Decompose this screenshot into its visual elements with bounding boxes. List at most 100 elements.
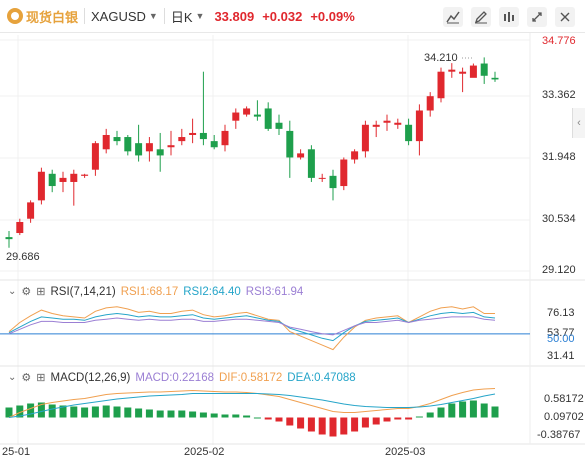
macd-histogram-bar xyxy=(383,417,391,422)
candle-body xyxy=(264,108,272,129)
chevron-down-icon: ▼ xyxy=(195,11,205,21)
rsi-axis-label: 76.13 xyxy=(547,307,575,319)
macd-histogram-bar xyxy=(437,407,445,418)
candle-body xyxy=(405,124,413,142)
macd-histogram-bar xyxy=(102,405,110,418)
candle-body xyxy=(156,149,164,156)
toolbar-icons xyxy=(443,7,575,27)
candle-body xyxy=(232,112,240,121)
rsi-line-rsi3 xyxy=(8,316,496,336)
macd-histogram-bar xyxy=(37,402,45,418)
macd-histogram-bar xyxy=(318,417,326,435)
candle-body xyxy=(286,130,294,158)
low-price-annotation: 29.686 xyxy=(6,251,40,263)
macd-histogram-bar xyxy=(253,417,261,419)
candle-body xyxy=(394,122,402,125)
macd-histogram-bar xyxy=(221,414,229,418)
rsi-axis-label: 53.77 xyxy=(547,327,575,339)
macd-value: MACD:0.22168 xyxy=(135,371,214,384)
macd-histogram-bar xyxy=(491,406,499,418)
draw-icon[interactable] xyxy=(471,7,491,27)
candle-body xyxy=(199,132,207,140)
brand-name: 现货白银 xyxy=(26,9,79,25)
macd-line-dea xyxy=(8,393,496,418)
collapse-icon[interactable]: ⌄ xyxy=(8,372,17,383)
macd-axis-label: -0.38767 xyxy=(537,429,581,441)
macd-histogram-bar xyxy=(16,405,24,418)
candle-body xyxy=(415,110,423,142)
candle-body xyxy=(16,221,24,234)
settings-icon[interactable]: ⚙ xyxy=(21,372,32,384)
macd-histogram-bar xyxy=(135,408,143,418)
collapse-icon[interactable]: ⌄ xyxy=(8,286,17,297)
macd-histogram-bar xyxy=(275,417,283,422)
macd-histogram-bar xyxy=(156,410,164,418)
toolbar: 现货白银 XAGUSD ▼ 日K ▼ 33.809 +0.032 +0.09% xyxy=(0,0,585,33)
macd-histogram-bar xyxy=(70,406,78,418)
timeframe-selector[interactable]: 日K ▼ xyxy=(171,7,205,26)
chevron-left-icon: ‹ xyxy=(577,117,581,129)
macd-histogram-bar xyxy=(405,417,413,420)
candle-body xyxy=(124,137,132,152)
settings-icon[interactable]: ⚙ xyxy=(21,286,32,298)
candle-body xyxy=(189,132,197,135)
candle-body xyxy=(221,130,229,146)
expand-icon[interactable]: ⊞ xyxy=(36,286,46,298)
candle-body xyxy=(81,174,89,176)
expand-icon[interactable]: ⊞ xyxy=(36,372,46,384)
macd-histogram-bar xyxy=(329,417,337,437)
candle-body xyxy=(459,71,467,74)
candle-body xyxy=(37,171,45,201)
candle-body xyxy=(351,151,359,160)
fullscreen-icon[interactable] xyxy=(527,7,547,27)
candle-body xyxy=(448,69,456,72)
macd-histogram-bar xyxy=(5,407,13,418)
date-axis-label: 2025-03 xyxy=(385,446,426,458)
macd-axis-label: 0.58172 xyxy=(544,393,584,405)
indicator-icon[interactable] xyxy=(499,7,519,27)
side-panel-toggle[interactable]: ‹ xyxy=(572,108,585,138)
macd-histogram-bar xyxy=(199,412,207,418)
symbol-label: XAGUSD xyxy=(91,8,146,24)
date-axis-label: 25-01 xyxy=(2,446,31,458)
macd-histogram-bar xyxy=(372,417,380,425)
chart-type-icon[interactable] xyxy=(443,7,463,27)
candle-body xyxy=(491,77,499,80)
rsi-axis-label: 31.41 xyxy=(547,350,575,362)
macd-histogram-bar xyxy=(81,407,89,418)
candle-body xyxy=(5,237,13,240)
dea-value: DEA:0.47088 xyxy=(287,371,356,384)
price-axis-label: 34.776 xyxy=(542,35,576,47)
candle-body xyxy=(102,134,110,150)
rsi-header: ⌄ ⚙ ⊞ RSI(7,14,21) RSI1:68.17 RSI2:64.40… xyxy=(8,285,304,299)
timeframe-label: 日K xyxy=(170,9,193,25)
rsi-line-rsi1 xyxy=(8,306,495,351)
candle-body xyxy=(361,124,369,152)
macd-histogram-bar xyxy=(124,407,132,418)
price-axis-label: 30.534 xyxy=(542,213,576,225)
dif-value: DIF:0.58172 xyxy=(219,371,283,384)
macd-histogram-bar xyxy=(415,416,423,418)
macd-histogram-bar xyxy=(480,403,488,418)
candle-body xyxy=(426,96,434,111)
symbol-selector[interactable]: XAGUSD ▼ xyxy=(91,9,158,24)
close-icon[interactable] xyxy=(555,7,575,27)
candle-body xyxy=(243,108,251,115)
rsi-line-rsi2 xyxy=(8,311,496,342)
candle-body xyxy=(178,137,186,142)
rsi3-value: RSI3:61.94 xyxy=(245,285,304,298)
candle-body xyxy=(145,143,153,152)
rsi-label: RSI(7,14,21) xyxy=(50,285,116,298)
macd-histogram-bar xyxy=(243,415,251,418)
divider xyxy=(163,8,165,24)
brand-logo[interactable]: 现货白银 xyxy=(6,7,78,26)
macd-histogram-bar xyxy=(189,411,197,418)
price-change: +0.032 xyxy=(262,8,303,24)
date-axis-label: 2025-02 xyxy=(184,446,225,458)
macd-histogram-bar xyxy=(91,406,99,418)
candle-body xyxy=(210,141,218,148)
macd-histogram-bar xyxy=(232,414,240,418)
macd-histogram-bar xyxy=(48,404,56,418)
candle-body xyxy=(469,65,477,78)
